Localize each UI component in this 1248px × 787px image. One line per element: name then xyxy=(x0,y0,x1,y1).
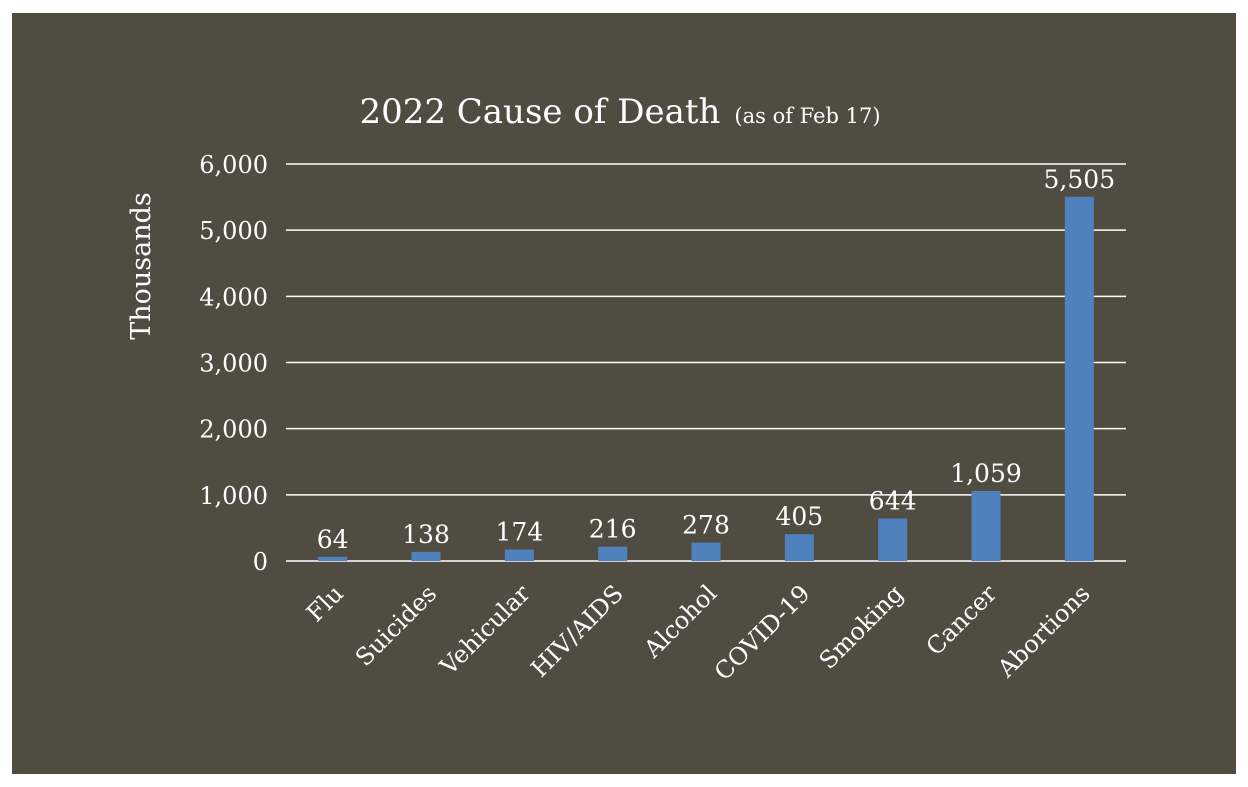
bar-suicides xyxy=(412,552,441,561)
bar-alcohol xyxy=(692,543,721,561)
data-label: 1,059 xyxy=(950,459,1022,488)
y-tick-label: 2,000 xyxy=(199,416,268,444)
y-tick-label: 4,000 xyxy=(199,283,268,311)
chart-panel: 2022 Cause of Death (as of Feb 17) Thous… xyxy=(12,13,1236,774)
y-tick-label: 0 xyxy=(253,548,268,576)
data-label: 278 xyxy=(682,511,730,540)
data-label: 5,505 xyxy=(1044,165,1116,194)
y-tick-label: 5,000 xyxy=(199,217,268,245)
bar-vehicular xyxy=(505,549,534,561)
y-axis-label: Thousands xyxy=(126,192,157,340)
y-tick-label: 3,000 xyxy=(199,350,268,378)
y-tick-label: 6,000 xyxy=(199,151,268,179)
data-label: 216 xyxy=(589,515,637,544)
x-tick-label: Vehicular xyxy=(434,579,536,681)
x-tick-label: Abortions xyxy=(992,579,1096,683)
chart-title: 2022 Cause of Death (as of Feb 17) xyxy=(359,92,880,132)
y-tick-label: 1,000 xyxy=(199,482,268,510)
x-tick-label: Cancer xyxy=(921,579,1003,661)
bar-smoking xyxy=(878,518,907,561)
chart-title-main: 2022 Cause of Death xyxy=(359,92,720,132)
x-tick-label: COVID-19 xyxy=(709,579,816,686)
data-label: 138 xyxy=(402,520,450,549)
bars xyxy=(318,197,1094,561)
x-tick-label: Flu xyxy=(301,579,349,627)
bar-chart: 2022 Cause of Death (as of Feb 17) Thous… xyxy=(12,13,1236,774)
x-tick-label: Smoking xyxy=(814,579,909,674)
x-tick-label: Alcohol xyxy=(638,579,722,663)
bar-flu xyxy=(318,557,347,561)
x-tick-label: HIV/AIDS xyxy=(525,579,628,682)
data-label: 64 xyxy=(317,525,349,554)
bar-hiv-aids xyxy=(598,547,627,561)
y-axis-ticks: 0 1,000 2,000 3,000 4,000 5,000 6,000 xyxy=(199,151,268,576)
bar-covid-19 xyxy=(785,534,814,561)
data-label: 644 xyxy=(869,486,917,515)
bar-abortions xyxy=(1065,197,1094,561)
bar-cancer xyxy=(972,491,1001,561)
data-label: 405 xyxy=(775,502,823,531)
data-label: 174 xyxy=(495,517,543,546)
chart-title-subtitle: (as of Feb 17) xyxy=(734,104,880,128)
x-tick-label: Suicides xyxy=(350,579,442,671)
